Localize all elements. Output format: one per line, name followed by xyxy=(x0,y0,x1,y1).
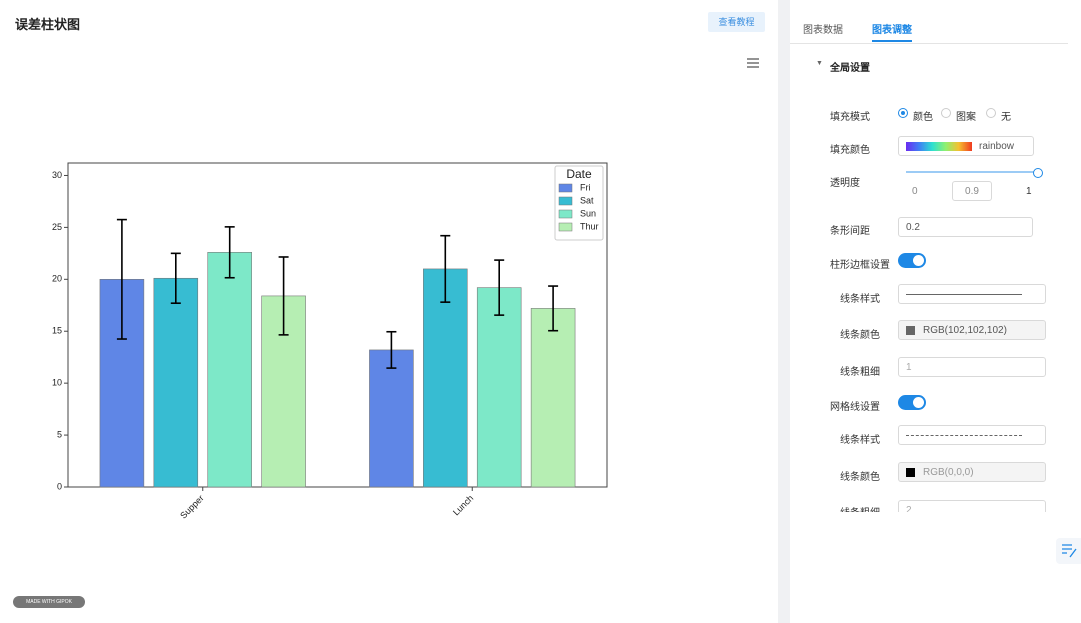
label: 线条样式 xyxy=(840,294,880,305)
tab-active[interactable]: 图表调整 xyxy=(872,25,912,36)
caret[interactable]: ▼ xyxy=(816,60,823,67)
legend-swatch xyxy=(558,209,573,219)
legend-swatch xyxy=(558,196,573,206)
error-bar xyxy=(494,259,505,316)
error-bar xyxy=(224,226,235,279)
x-tick-label: Supper xyxy=(178,493,206,521)
color-input[interactable]: RGB(0,0,0) xyxy=(898,462,1046,482)
y-tick-label: 25 xyxy=(52,222,62,232)
error-bar xyxy=(548,285,559,332)
slider-max: 1 xyxy=(1026,186,1032,197)
label: 线条样式 xyxy=(840,435,880,446)
tab-underline xyxy=(872,40,912,42)
bar xyxy=(476,287,522,488)
legend-label: Thur xyxy=(580,221,599,231)
color-input[interactable]: RGB(102,102,102) xyxy=(898,320,1046,340)
legend-label: Fri xyxy=(580,182,591,192)
radio-on[interactable] xyxy=(898,108,908,118)
settings-panel: 图表数据 图表调整 ▼ 全局设置 填充模式 颜色 图案 无 填充颜色 rainb… xyxy=(790,0,1081,623)
label: 线条颜色 xyxy=(840,330,880,341)
y-tick-label: 0 xyxy=(57,481,62,491)
label: 填充颜色 xyxy=(830,145,870,156)
side-icon[interactable] xyxy=(1056,538,1081,564)
color-select[interactable]: rainbow xyxy=(898,136,1034,156)
y-tick-label: 5 xyxy=(57,429,62,439)
error-bar xyxy=(278,256,289,336)
legend-swatch xyxy=(558,183,573,193)
y-tick-label: 20 xyxy=(52,274,62,284)
opacity-input[interactable]: 0.9 xyxy=(952,181,992,201)
radio[interactable] xyxy=(941,108,951,118)
label: 透明度 xyxy=(830,178,860,189)
rainbow-swatch xyxy=(906,142,972,151)
bar xyxy=(207,252,252,488)
label: 线条粗细 xyxy=(840,367,880,378)
line-style-select[interactable] xyxy=(898,284,1046,304)
bar-gap-select[interactable]: 0.2 xyxy=(898,217,1033,237)
legend-title: Date xyxy=(566,167,592,181)
y-tick-label: 30 xyxy=(52,170,62,180)
tab[interactable]: 图表数据 xyxy=(803,25,843,36)
toggle[interactable] xyxy=(898,253,926,268)
bar xyxy=(153,277,199,488)
legend-label: Sun xyxy=(580,208,596,218)
select-value: rainbow xyxy=(979,141,1015,152)
menu-icon[interactable] xyxy=(746,57,760,69)
error-bar xyxy=(386,330,397,369)
width-input[interactable]: 2 xyxy=(898,500,1046,512)
error-bar xyxy=(170,252,181,304)
bar xyxy=(369,349,414,488)
label: 网格线设置 xyxy=(830,402,880,413)
slider-handle[interactable] xyxy=(1033,168,1043,178)
bar xyxy=(530,308,576,488)
label: 柱形边框设置 xyxy=(830,260,890,271)
y-tick-label: 15 xyxy=(52,326,62,336)
page-title: 误差柱状图 xyxy=(15,17,81,32)
slider-track[interactable] xyxy=(906,171,1036,173)
plot-frame xyxy=(67,162,608,488)
chart-panel: 误差柱状图 查看教程 MADE WITH GIPOK 0 5 10 15 20 25 30 S… xyxy=(0,0,778,623)
clip: 线条粗细 2 xyxy=(790,500,1081,512)
slider-min: 0 xyxy=(912,186,918,197)
watermark: MADE WITH GIPOK xyxy=(13,596,85,608)
error-bar xyxy=(116,218,127,340)
legend-swatch xyxy=(558,222,573,232)
line-style-select[interactable] xyxy=(898,425,1046,445)
label: 条形间距 xyxy=(830,226,870,237)
label: 线条粗细 xyxy=(840,504,880,512)
radio-label[interactable]: 无 xyxy=(1001,112,1011,123)
radio[interactable] xyxy=(986,108,996,118)
radio-label[interactable]: 颜色 xyxy=(913,112,933,123)
y-tick-label: 10 xyxy=(52,378,62,388)
bar xyxy=(423,268,468,488)
color-swatch xyxy=(906,468,915,477)
toggle[interactable] xyxy=(898,395,926,410)
radio-label[interactable]: 图案 xyxy=(956,112,976,123)
label: 填充模式 xyxy=(830,112,870,123)
x-tick-label: Lunch xyxy=(451,493,475,517)
width-input[interactable]: 1 xyxy=(898,357,1046,377)
error-bar xyxy=(440,234,451,303)
color-swatch xyxy=(906,326,915,335)
label: 线条颜色 xyxy=(840,472,880,483)
section-title[interactable]: 全局设置 xyxy=(830,63,870,74)
divider xyxy=(790,43,1068,44)
legend-label: Sat xyxy=(580,195,594,205)
tutorial-button[interactable]: 查看教程 xyxy=(708,12,765,32)
